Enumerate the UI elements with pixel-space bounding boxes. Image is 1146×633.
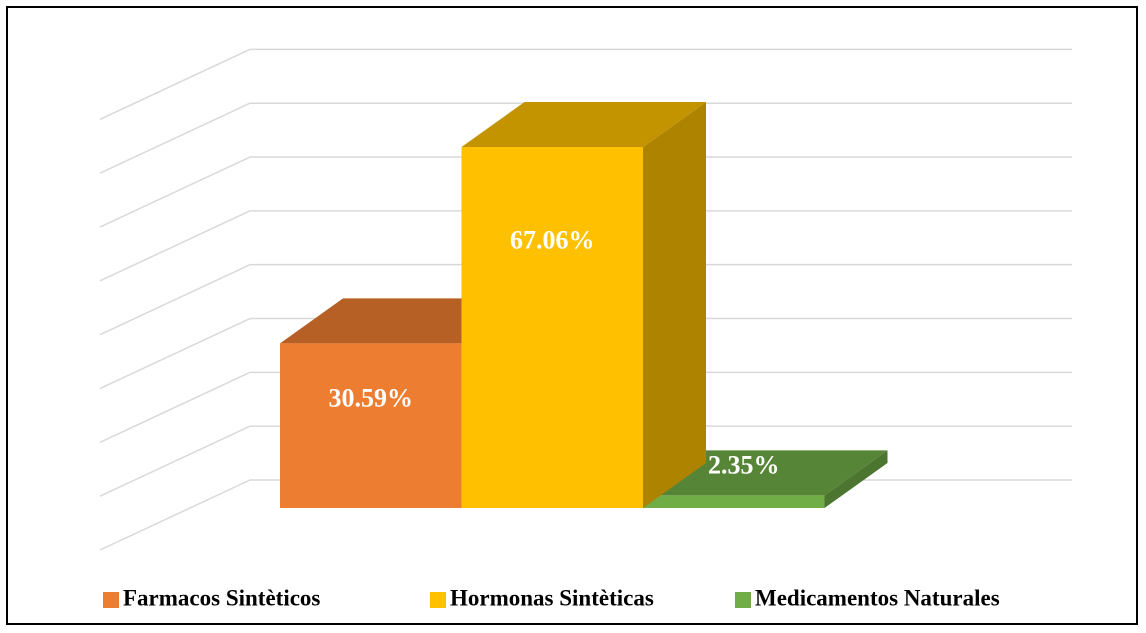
legend-label: Hormonas Sintèticas	[450, 585, 654, 610]
legend-label: Medicamentos Naturales	[755, 585, 1000, 610]
grid-line	[99, 156, 251, 228]
data-label: 2.35%	[708, 450, 780, 479]
chart-frame: 30.59% 67.06% 2.35% Farmacos Sintèticos Horm…	[6, 6, 1138, 625]
grid-line	[99, 48, 251, 121]
grid-line	[99, 210, 251, 282]
legend-label: Farmacos Sintèticos	[123, 585, 320, 610]
grid-line	[99, 264, 251, 336]
chart: 30.59% 67.06% 2.35% Farmacos Sintèticos Horm…	[99, 48, 1072, 610]
grid-line	[99, 425, 251, 497]
legend-swatch	[735, 592, 751, 608]
grid-line	[99, 317, 251, 390]
bar	[280, 343, 462, 508]
grid-line	[99, 479, 251, 551]
data-label: 30.59%	[329, 384, 414, 413]
bar	[461, 147, 643, 508]
bar-side	[824, 450, 888, 508]
grid-line	[99, 102, 251, 174]
bar-side	[643, 102, 706, 508]
grid-line	[99, 371, 251, 444]
legend-swatch	[103, 592, 119, 608]
legend-swatch	[430, 592, 446, 608]
bar	[643, 495, 825, 508]
data-label: 67.06%	[510, 225, 595, 254]
bar-top	[461, 102, 706, 148]
